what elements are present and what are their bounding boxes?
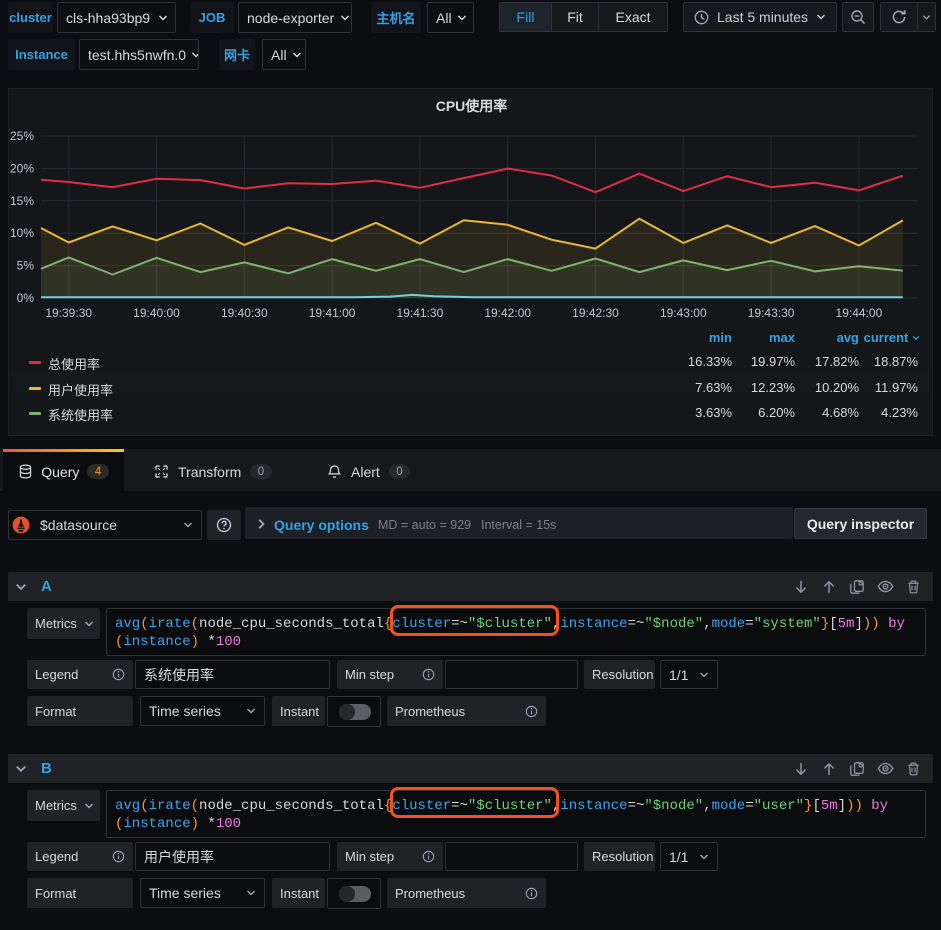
svg-text:0%: 0% — [17, 291, 35, 305]
svg-text:25%: 25% — [10, 129, 34, 143]
svg-text:19:43:00: 19:43:00 — [660, 306, 707, 320]
svg-text:19:42:30: 19:42:30 — [572, 306, 619, 320]
svg-text:10%: 10% — [10, 226, 34, 240]
svg-text:19:39:30: 19:39:30 — [45, 306, 92, 320]
svg-text:19:42:00: 19:42:00 — [484, 306, 531, 320]
svg-text:19:41:30: 19:41:30 — [397, 306, 444, 320]
svg-text:5%: 5% — [17, 259, 35, 273]
svg-text:19:44:00: 19:44:00 — [836, 306, 883, 320]
svg-text:19:40:30: 19:40:30 — [221, 306, 268, 320]
svg-text:19:40:00: 19:40:00 — [133, 306, 180, 320]
svg-text:20%: 20% — [10, 161, 34, 175]
svg-text:19:43:30: 19:43:30 — [748, 306, 795, 320]
svg-text:19:41:00: 19:41:00 — [309, 306, 356, 320]
svg-text:15%: 15% — [10, 194, 34, 208]
